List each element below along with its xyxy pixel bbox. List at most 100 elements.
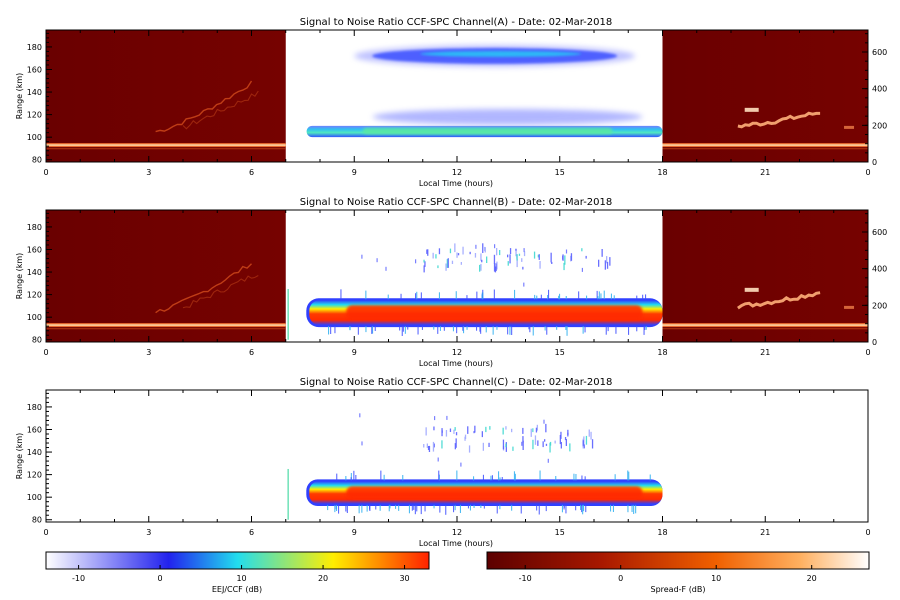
layer-whisker: [334, 326, 336, 334]
y2-tick-label: 0: [872, 158, 877, 167]
colorbar-tick-label: 10: [711, 574, 721, 583]
layer-whisker: [582, 326, 584, 334]
layer-whisker: [586, 295, 588, 300]
y-tick-label: 140: [27, 88, 42, 97]
upper-echo: [467, 426, 469, 434]
y2-tick-label: 600: [872, 48, 887, 57]
layer-whisker: [420, 292, 422, 300]
upper-echo: [447, 258, 449, 268]
x-tick-label: 12: [452, 348, 462, 357]
layer-whisker: [645, 326, 647, 330]
x-tick-label: 9: [352, 528, 357, 537]
colorbar-tick-label: 20: [318, 574, 328, 583]
night-layer-core: [662, 324, 868, 326]
y-tick-label: 120: [27, 291, 42, 300]
layer-whisker: [479, 326, 481, 332]
layer-whisker: [437, 326, 439, 334]
colorbar-tick-label: -10: [72, 574, 85, 583]
x-tick-label: 18: [657, 348, 667, 357]
layer-whisker: [483, 504, 485, 509]
upper-echo: [532, 439, 534, 450]
layer-whisker: [536, 504, 538, 511]
upper-echo: [544, 439, 546, 442]
upper-echo: [454, 243, 456, 253]
upper-echo: [545, 423, 547, 433]
layer-whisker: [438, 470, 440, 481]
sparse-echo: [523, 282, 525, 287]
layer-whisker: [578, 291, 580, 300]
layer-whisker: [433, 326, 435, 330]
sparse-echo: [446, 415, 448, 420]
upper-echo: [550, 252, 552, 263]
layer-whisker: [336, 504, 338, 511]
layer-whisker: [466, 295, 468, 300]
upper-echo: [507, 261, 509, 266]
x-tick-label: 3: [146, 168, 151, 177]
layer-whisker: [597, 296, 599, 300]
panel-c-xlabel: Local Time (hours): [419, 539, 493, 548]
layer-whisker: [355, 475, 357, 481]
sparse-echo: [581, 267, 583, 272]
sparse-echo: [376, 258, 378, 263]
layer-whisker: [643, 326, 645, 335]
colorbar-spreadf: -10 0 10 20 Spread-F (dB): [486, 551, 870, 594]
y-tick-label: 160: [27, 245, 42, 254]
x-tick-label: 0: [43, 348, 48, 357]
x-tick-label: 18: [657, 168, 667, 177]
layer-whisker: [420, 504, 422, 515]
layer-whisker: [575, 504, 577, 511]
layer-whisker: [610, 293, 612, 300]
upper-echo: [516, 258, 518, 268]
upper-echo: [516, 254, 518, 261]
night-layer-core: [662, 144, 868, 146]
y-tick-label: 120: [27, 471, 42, 480]
upper-echo: [530, 428, 532, 437]
layer-whisker: [439, 504, 441, 513]
upper-echo: [474, 253, 477, 258]
layer-whisker: [627, 504, 629, 513]
upper-echo: [581, 248, 583, 252]
layer-whisker: [372, 326, 374, 334]
upper-echo: [481, 431, 483, 438]
layer-whisker: [473, 476, 475, 481]
upper-echo: [425, 427, 427, 436]
sparse-echo: [415, 259, 417, 264]
layer-whisker: [365, 326, 367, 333]
night-blob: [744, 107, 759, 112]
layer-whisker: [328, 326, 330, 335]
upper-echo: [545, 443, 548, 446]
layer-whisker: [408, 504, 410, 514]
night-layer-echo: [46, 148, 286, 150]
night-layer-core: [46, 144, 286, 146]
layer-whisker: [402, 326, 404, 332]
layer-whisker: [584, 476, 586, 481]
upper-echo: [507, 254, 509, 258]
upper-echo: [441, 428, 443, 437]
upper-echo: [493, 263, 496, 272]
layer-whisker: [565, 326, 567, 330]
colorbar-tick-label: 30: [399, 574, 409, 583]
layer-whisker: [463, 326, 465, 334]
layer-whisker: [476, 326, 478, 331]
night-trace: [182, 90, 259, 130]
upper-echo: [515, 249, 517, 257]
layer-whisker: [456, 326, 458, 334]
night-blob: [844, 125, 855, 129]
upper-echo: [606, 261, 609, 269]
layer-whisker: [439, 326, 441, 331]
upper-echo: [449, 248, 452, 254]
sparse-echo: [543, 419, 545, 424]
lower-layer-core: [362, 127, 613, 135]
upper-echo: [567, 432, 569, 435]
sparse-echo: [547, 458, 549, 463]
layer-whisker: [414, 504, 416, 515]
x-tick-label: 21: [760, 528, 770, 537]
layer-whisker: [565, 296, 567, 300]
night-layer-echo: [662, 328, 868, 330]
upper-echo: [536, 424, 538, 431]
upper-echo: [521, 258, 523, 262]
panel-a-xlabel: Local Time (hours): [419, 179, 493, 188]
layer-whisker: [514, 473, 516, 481]
layer-whisker: [539, 470, 541, 481]
